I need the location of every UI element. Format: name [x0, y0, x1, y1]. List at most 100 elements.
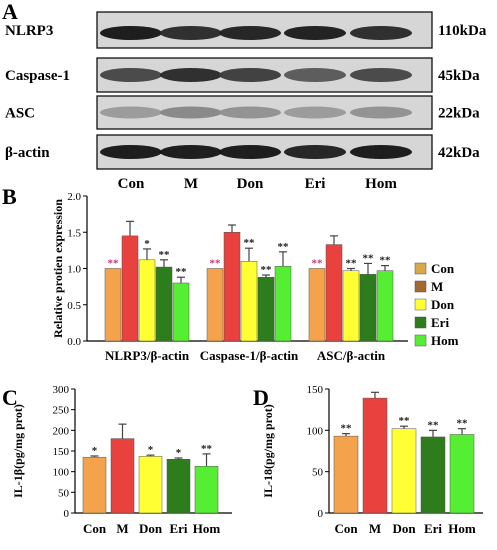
significance-marker: **	[346, 258, 358, 270]
legend-label: Hom	[431, 333, 459, 348]
bar	[391, 428, 417, 514]
blot-band	[350, 26, 412, 40]
significance-marker: **	[176, 266, 188, 278]
significance-marker: **	[380, 255, 392, 267]
y-tick-label: 50	[312, 467, 324, 479]
blot-band	[160, 26, 222, 40]
legend-swatch	[414, 280, 427, 293]
bar	[172, 282, 190, 342]
blot-size-label: 22kDa	[438, 106, 480, 122]
bar	[325, 244, 343, 342]
significance-marker: **	[244, 237, 256, 249]
y-tick-label: 0	[318, 508, 324, 520]
category-label: Caspase-1/β-actin	[200, 348, 299, 363]
y-tick-label: 1.5	[67, 227, 81, 239]
y-tick-label: 2.0	[67, 191, 81, 203]
y-tick-label: 250	[53, 405, 70, 417]
legend-label: M	[431, 279, 443, 294]
significance-marker: *	[144, 238, 150, 250]
bar	[257, 276, 275, 342]
blot-band	[100, 106, 162, 119]
bar	[206, 268, 224, 342]
bar	[110, 438, 135, 514]
y-tick-label: 150	[53, 446, 70, 458]
bar	[155, 266, 173, 342]
lane-label: Don	[237, 176, 264, 192]
legend-swatch	[414, 316, 427, 329]
category-label: NLRP3/β-actin	[105, 348, 190, 363]
blot-label: NLRP3	[5, 23, 53, 39]
bar	[376, 270, 394, 342]
y-tick-label: 100	[307, 425, 324, 437]
legend-label: Eri	[431, 315, 449, 330]
lane-label: Hom	[365, 176, 397, 192]
x-tick-label: Hom	[193, 521, 221, 536]
blot-band	[284, 106, 346, 119]
x-tick-label: Don	[139, 521, 163, 536]
blot-band	[284, 26, 346, 40]
x-tick-label: Hom	[448, 521, 476, 536]
bar	[342, 270, 360, 342]
y-tick-label: 0.0	[67, 336, 81, 348]
blot-label: Caspase-1	[5, 68, 70, 84]
panel-letter-b: B	[2, 184, 17, 209]
legend-swatch	[414, 334, 427, 347]
blot-size-label: 42kDa	[438, 145, 480, 161]
blot-band	[350, 106, 412, 119]
x-tick-label: Con	[83, 521, 107, 536]
bar	[223, 232, 241, 342]
panel-letter-c: C	[2, 385, 18, 410]
panel-letter-a: A	[2, 0, 18, 24]
blot-band	[160, 106, 222, 119]
significance-marker: *	[176, 447, 182, 459]
y-tick-label: 50	[58, 487, 70, 499]
legend-swatch	[414, 262, 427, 275]
x-tick-label: M	[116, 521, 128, 536]
significance-marker: **	[210, 258, 222, 270]
bar	[138, 456, 163, 514]
blot-band	[219, 145, 281, 159]
blot-band	[100, 26, 162, 40]
bar	[274, 266, 292, 342]
bar	[308, 268, 326, 342]
western-blot: NLRP3 110kDa Caspase-1 45kDa ASC 22kDa β-actin…	[5, 11, 487, 192]
lane-label: M	[184, 176, 198, 192]
y-tick-label: 300	[53, 384, 70, 396]
significance-marker: **	[428, 419, 440, 431]
significance-marker: *	[148, 444, 154, 456]
bar	[333, 435, 359, 514]
category-label: ASC/β-actin	[317, 348, 386, 363]
y-axis-label: IL-18(pg/mg prot)	[261, 404, 275, 497]
bar	[82, 456, 107, 514]
blot-band	[219, 68, 281, 82]
significance-marker: **	[278, 241, 290, 253]
bar	[362, 397, 388, 514]
blot-band	[100, 145, 162, 159]
blot-band	[284, 145, 346, 159]
lane-label: Eri	[305, 176, 326, 192]
chart-c: 0 50 100 150 200 250 300 IL-1β(pg/mg prot) * Con M…	[11, 384, 232, 536]
legend-label: Don	[431, 297, 455, 312]
significance-marker: **	[108, 258, 120, 270]
x-tick-label: Don	[392, 521, 416, 536]
y-axis-label: IL-1β(pg/mg prot)	[11, 404, 25, 498]
bar	[138, 259, 156, 342]
y-tick-label: 150	[307, 384, 324, 396]
significance-marker: **	[201, 443, 213, 455]
bar	[240, 261, 258, 342]
x-tick-label: Con	[334, 521, 358, 536]
y-tick-label: 1.0	[67, 264, 81, 276]
y-axis-label: Relative protien expression	[51, 199, 65, 338]
blot-band	[350, 68, 412, 82]
legend-swatch	[414, 298, 427, 311]
panel-letter-d: D	[253, 385, 269, 410]
bar	[449, 434, 475, 514]
bar	[359, 274, 377, 342]
bar	[121, 235, 139, 342]
blot-label: β-actin	[5, 145, 50, 161]
blot-band	[284, 68, 346, 82]
blot-band	[219, 106, 281, 119]
bar	[194, 466, 219, 514]
